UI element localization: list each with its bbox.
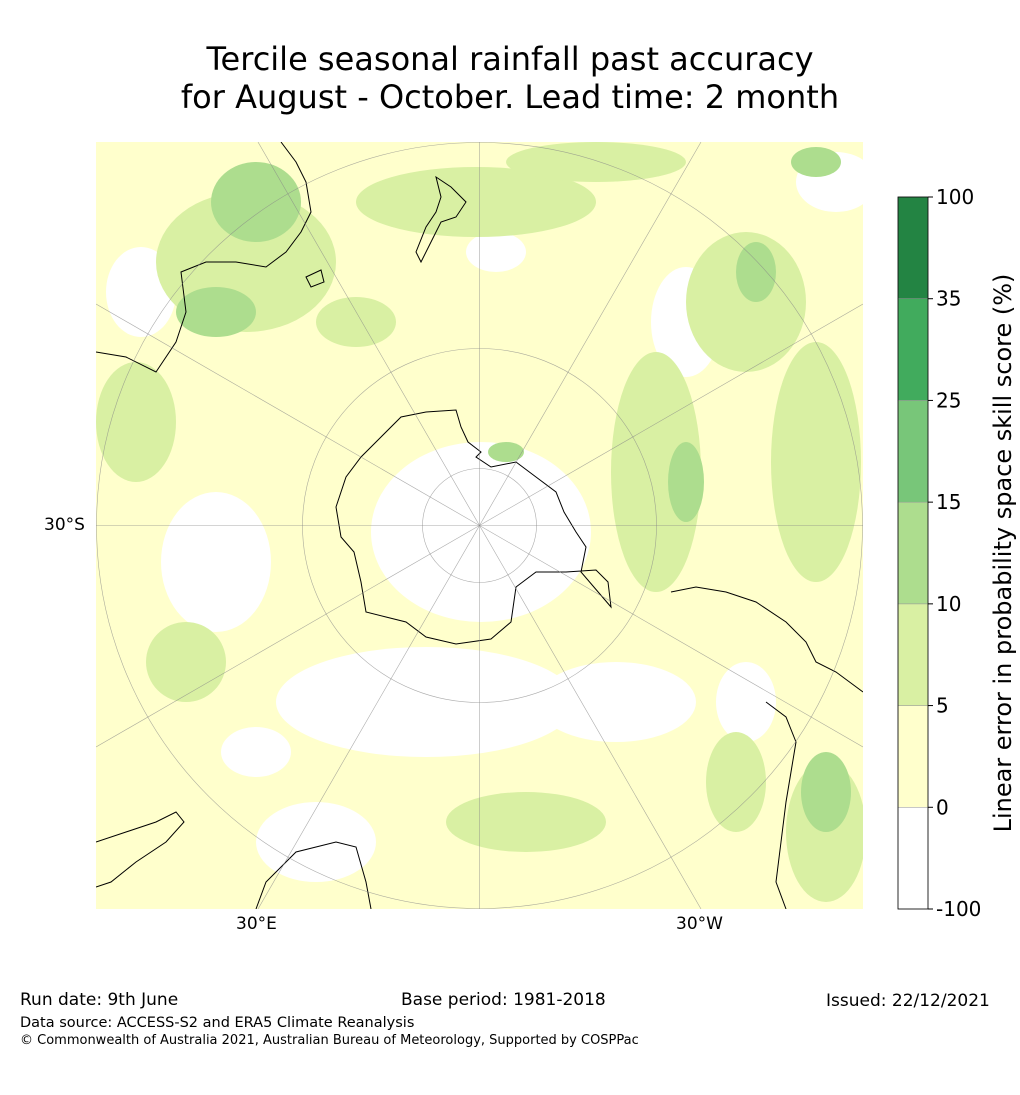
title-line-1: Tercile seasonal rainfall past accuracy [206, 40, 814, 78]
colorbar-swatch [897, 400, 929, 503]
coastlines [96, 142, 863, 909]
colorbar-swatch [897, 196, 929, 299]
australia-coastline [96, 142, 312, 373]
africa-coastline [255, 841, 372, 909]
lon-label-30w: 30°W [676, 914, 723, 934]
colorbar-swatches [897, 196, 929, 910]
lat-label-30s: 30°S [44, 515, 85, 535]
colorbar-tick-label: 35 [936, 287, 961, 311]
tasmania-coastline [305, 269, 325, 288]
colorbar: 100 35 25 15 10 5 0 -100 [897, 185, 981, 921]
polar-map [96, 142, 863, 909]
madagascar-coastline [96, 811, 185, 888]
data-source: Data source: ACCESS-S2 and ERA5 Climate … [20, 1015, 415, 1031]
lon-label-30e: 30°E [236, 914, 277, 934]
map-canvas [96, 142, 863, 909]
base-period: Base period: 1981-2018 [401, 990, 606, 1010]
colorbar-label: Linear error in probability space skill … [989, 273, 1017, 833]
colorbar-tick-label: 5 [936, 694, 949, 718]
new-zealand-coastline [415, 175, 467, 264]
colorbar-swatch [897, 705, 929, 808]
colorbar-ticks: 100 35 25 15 10 5 0 -100 [928, 185, 981, 921]
south-america-coastline [670, 586, 863, 693]
colorbar-tick-label: 10 [936, 592, 961, 616]
issued-date: Issued: 22/12/2021 [826, 991, 990, 1011]
colorbar-tick-label: -100 [936, 897, 981, 921]
colorbar-tick-label: 25 [936, 388, 961, 412]
south-america-east-coastline [765, 701, 797, 909]
colorbar-swatch [897, 298, 929, 401]
antarctica-coastline [335, 409, 612, 645]
colorbar-swatch [897, 501, 929, 605]
higher-skill-regions [176, 147, 851, 832]
run-date: Run date: 9th June [20, 990, 179, 1010]
colorbar-tick-label: 15 [936, 490, 961, 514]
title-line-2: for August - October. Lead time: 2 month [180, 78, 840, 116]
copyright: © Commonwealth of Australia 2021, Austra… [20, 1033, 639, 1048]
chart-title: Tercile seasonal rainfall past accuracy … [0, 40, 1020, 116]
colorbar-tick-label: 0 [936, 795, 949, 819]
graticule [96, 142, 863, 909]
colorbar-swatch [897, 603, 929, 706]
colorbar-tick-label: 100 [936, 185, 974, 209]
colorbar-border [897, 196, 929, 910]
colorbar-swatch [897, 807, 929, 910]
